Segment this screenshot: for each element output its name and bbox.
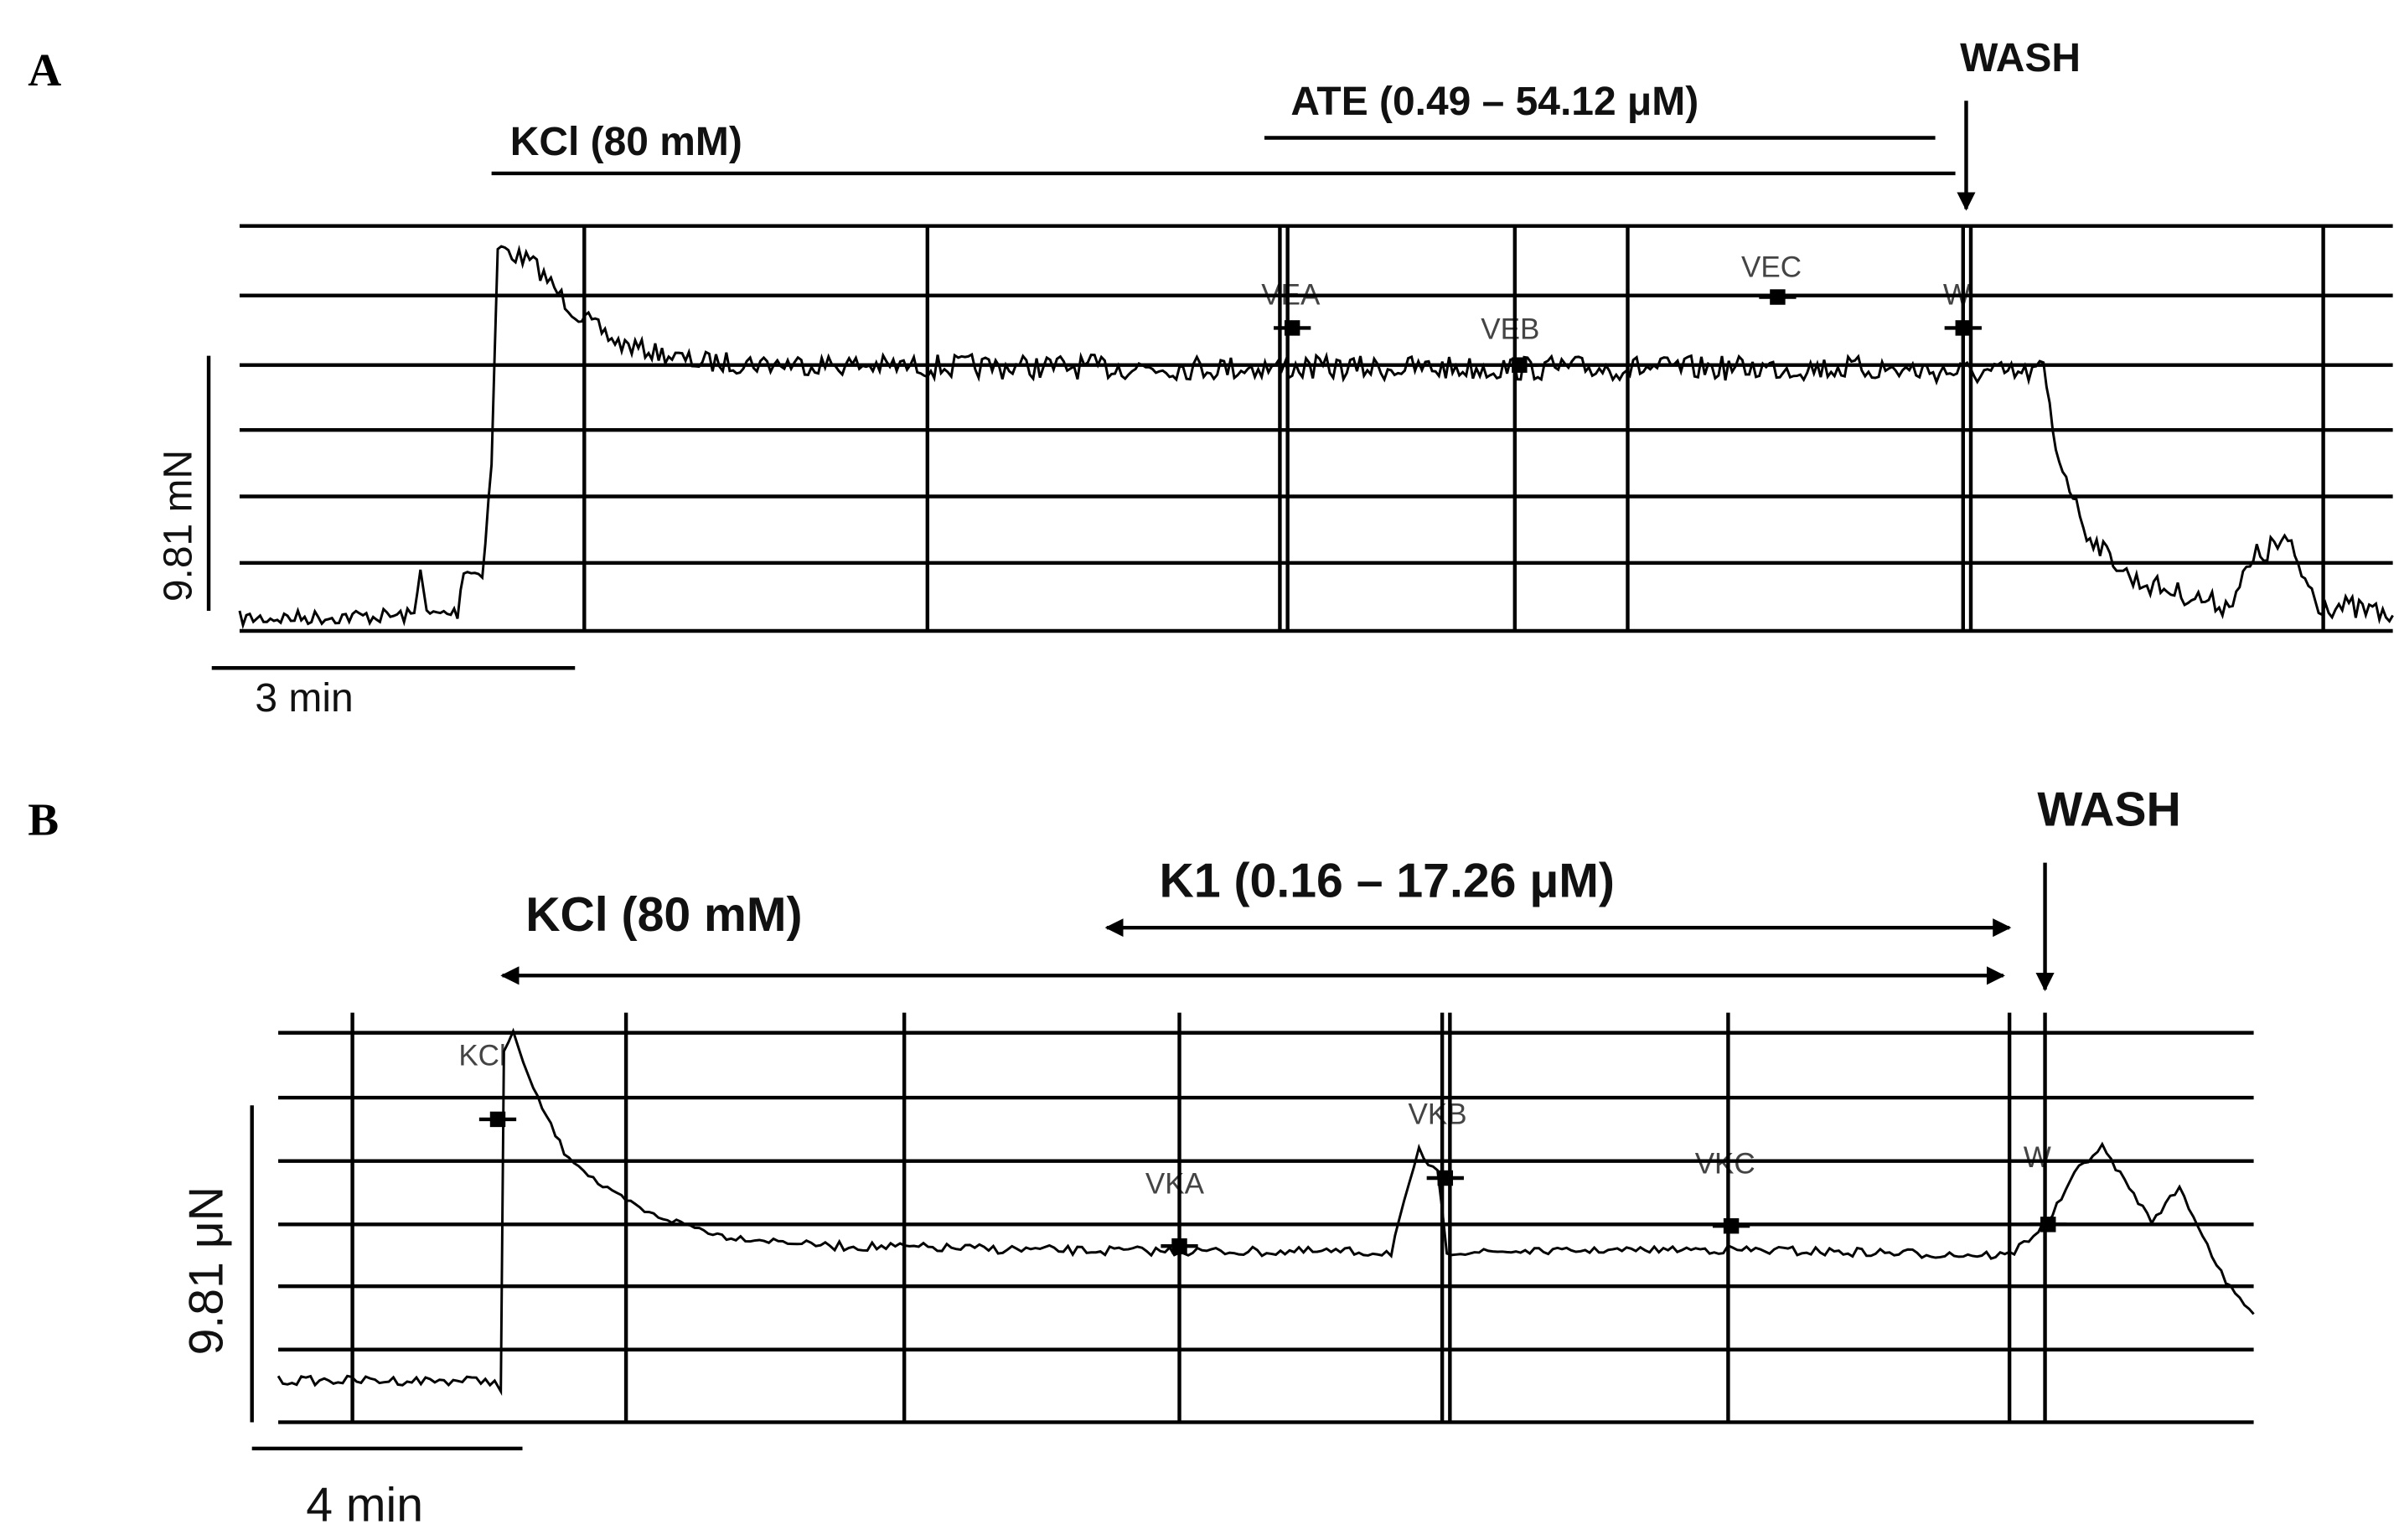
drug-label: K1 (0.16 – 17.26 μM) — [1160, 854, 1615, 907]
drug-label: ATE (0.49 – 54.12 μM) — [1290, 80, 1698, 124]
kcl-label: KCl (80 mM) — [510, 120, 742, 164]
marker-label: VKC — [1695, 1147, 1755, 1180]
marker-label: VKB — [1409, 1098, 1467, 1130]
force-scale-label: 9.81 μN — [180, 1186, 234, 1355]
marker-label: VKA — [1145, 1167, 1205, 1200]
panel-label: A — [28, 44, 61, 96]
marker-label: VEC — [1741, 251, 1802, 284]
trace — [277, 1027, 2255, 1396]
force-scale-label: 9.81 mN — [157, 450, 201, 602]
kcl-label: KCl (80 mM) — [525, 888, 802, 942]
panel-label: B — [28, 793, 59, 845]
wash-label: WASH — [1960, 36, 2081, 80]
marker-label: KCl — [458, 1039, 505, 1072]
marker-label: VEB — [1481, 313, 1539, 345]
time-scale-label: 3 min — [255, 676, 353, 721]
time-scale-label: 4 min — [306, 1479, 423, 1532]
trace — [238, 245, 2394, 630]
marker-label: W — [2024, 1141, 2051, 1174]
wash-label: WASH — [2037, 783, 2181, 836]
